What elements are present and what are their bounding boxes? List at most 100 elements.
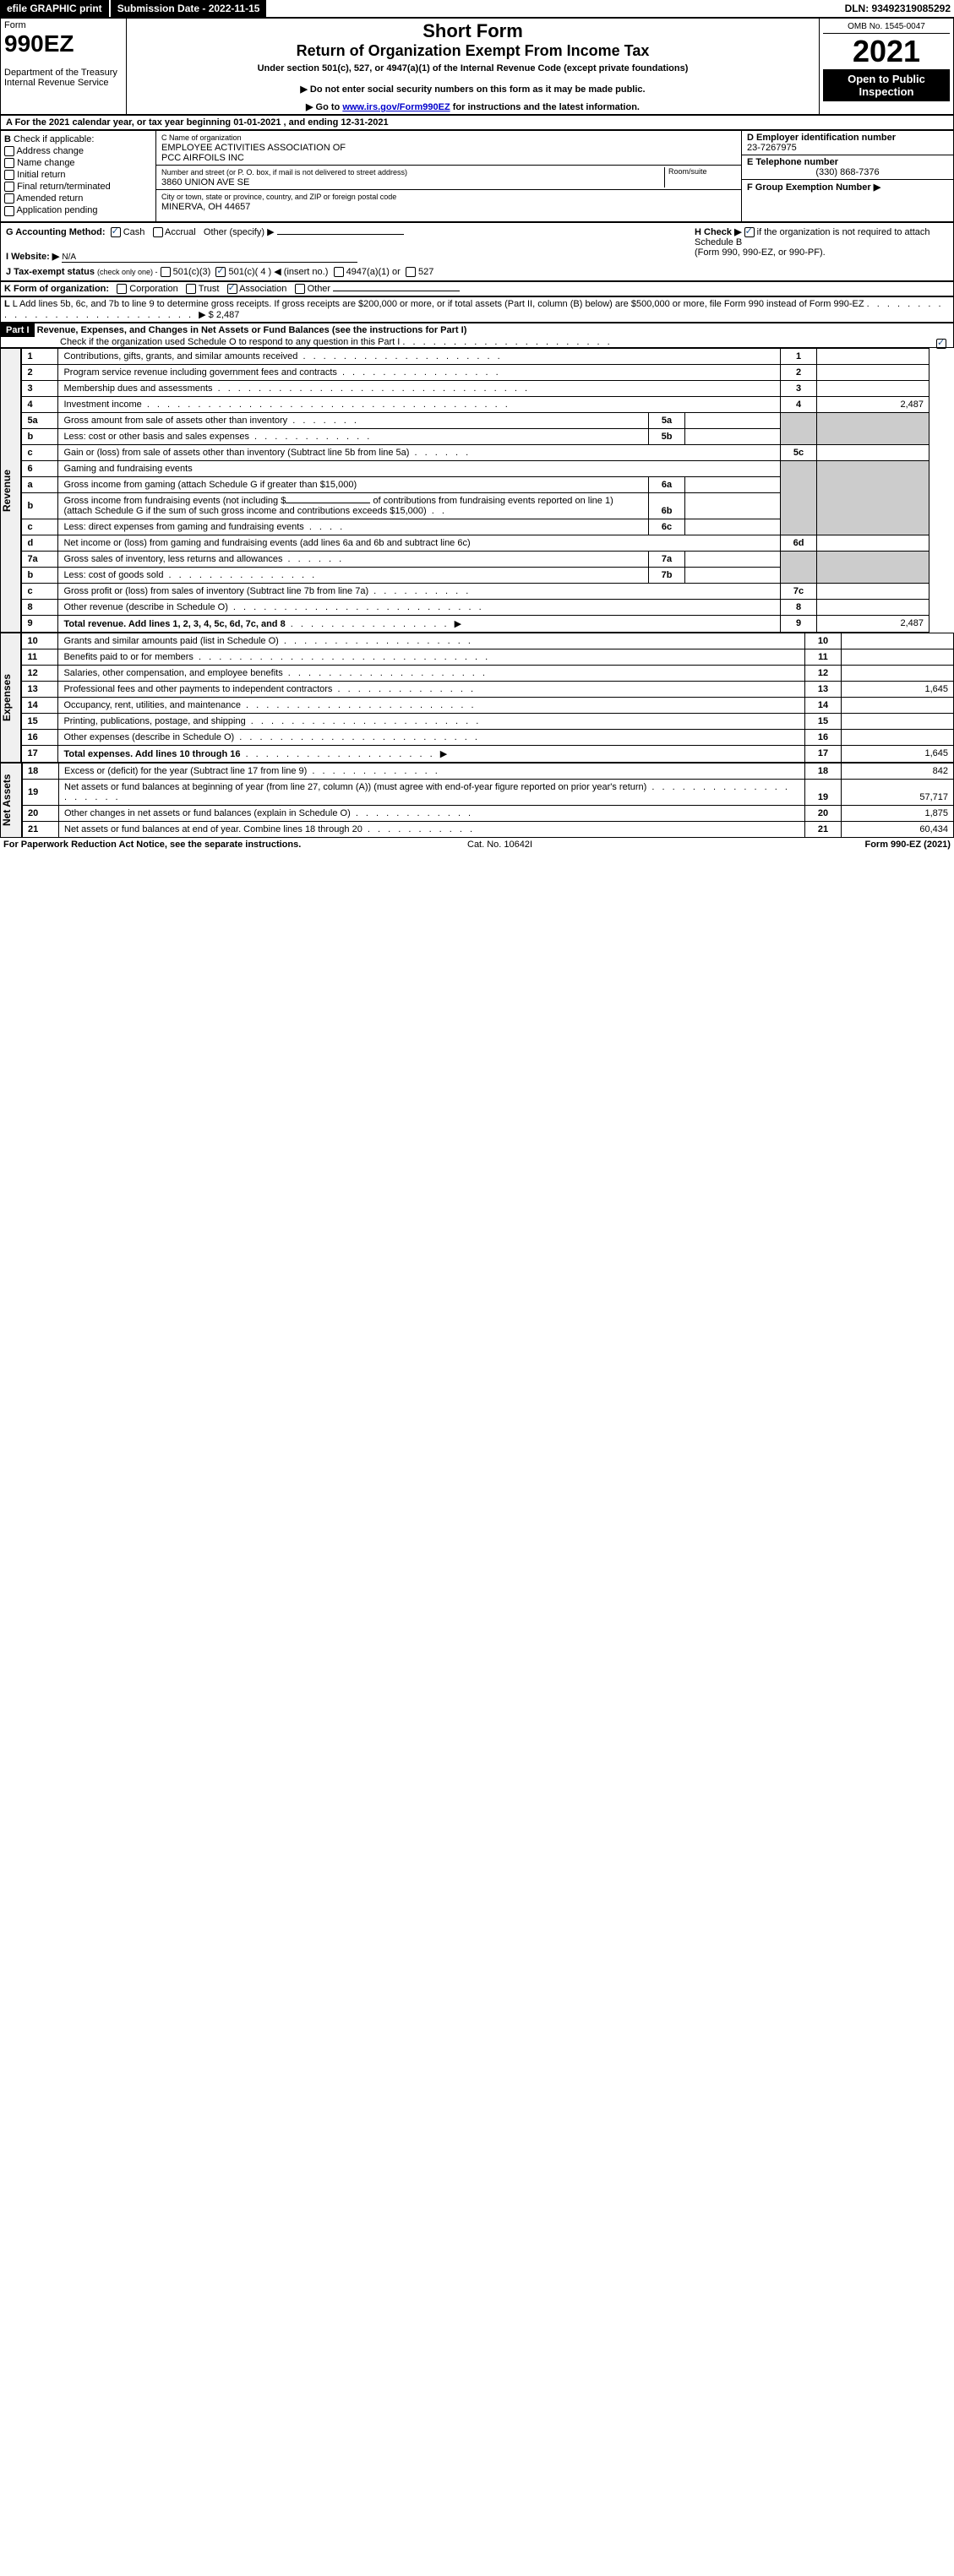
header-right: OMB No. 1545-0047 2021 Open to Public In… <box>820 19 954 115</box>
line-15: 15Printing, publications, postage, and s… <box>22 713 954 729</box>
accounting-section: G Accounting Method: Cash Accrual Other … <box>0 222 954 281</box>
l-value: 2,487 <box>216 310 240 320</box>
revenue-table: 1Contributions, gifts, grants, and simil… <box>21 348 929 633</box>
org-address: 3860 UNION AVE SE <box>161 177 249 187</box>
line-21: 21Net assets or fund balances at end of … <box>23 821 954 837</box>
section-l: L L Add lines 5b, 6c, and 7b to line 9 t… <box>0 296 954 323</box>
line-18: 18Excess or (deficit) for the year (Subt… <box>23 763 954 779</box>
part-i-title: Revenue, Expenses, and Changes in Net As… <box>37 325 467 335</box>
cash-label: Cash <box>123 227 145 237</box>
chk-label: Name change <box>17 158 75 168</box>
chk-initial-return[interactable]: Initial return <box>4 170 152 180</box>
group-exemption-cell: F Group Exemption Number ▶ <box>742 180 953 194</box>
line-19: 19Net assets or fund balances at beginni… <box>23 779 954 805</box>
chk-label: Amended return <box>16 193 83 204</box>
section-def: D Employer identification number 23-7267… <box>741 131 953 221</box>
line-3: 3Membership dues and assessments . . . .… <box>22 380 929 396</box>
section-a-text: A For the 2021 calendar year, or tax yea… <box>6 117 389 128</box>
chk-final-return[interactable]: Final return/terminated <box>4 182 152 192</box>
submission-date-button[interactable]: Submission Date - 2022-11-15 <box>111 0 267 17</box>
room-suite-label: Room/suite <box>664 167 736 187</box>
other-specify-input[interactable] <box>277 234 404 235</box>
chk-4947[interactable] <box>334 267 344 277</box>
chk-501c3[interactable] <box>161 267 171 277</box>
expenses-vlabel: Expenses <box>0 633 21 763</box>
line-20: 20Other changes in net assets or fund ba… <box>23 805 954 821</box>
k-label: K Form of organization: <box>4 284 109 294</box>
section-k: K Form of organization: Corporation Trus… <box>0 281 954 296</box>
chk-cash[interactable] <box>111 227 121 237</box>
org-city: MINERVA, OH 44657 <box>161 202 250 212</box>
header-left: Form 990EZ Department of the Treasury In… <box>1 19 127 115</box>
h-text2: (Form 990, 990-EZ, or 990-PF). <box>695 247 826 258</box>
chk-amended-return[interactable]: Amended return <box>4 193 152 204</box>
chk-association[interactable] <box>227 284 237 294</box>
form-number: 990EZ <box>4 30 74 57</box>
ein-cell: D Employer identification number 23-7267… <box>742 131 953 155</box>
revenue-vlabel: Revenue <box>0 348 21 633</box>
j-527-label: 527 <box>418 267 433 277</box>
line-6d: dNet income or (loss) from gaming and fu… <box>22 535 929 551</box>
footer-left: For Paperwork Reduction Act Notice, see … <box>3 840 301 850</box>
tax-exempt-line: J Tax-exempt status (check only one) - 5… <box>6 266 688 277</box>
addr-label: Number and street (or P. O. box, if mail… <box>161 168 407 177</box>
footer-catalog: Cat. No. 10642I <box>467 840 532 850</box>
line-6: 6Gaming and fundraising events <box>22 460 929 476</box>
chk-label: Final return/terminated <box>17 182 111 192</box>
line-1: 1Contributions, gifts, grants, and simil… <box>22 348 929 364</box>
goto-post: for instructions and the latest informat… <box>450 102 640 112</box>
efile-print-button[interactable]: efile GRAPHIC print <box>0 0 109 17</box>
j-501c-label: 501(c)( 4 ) ◀ (insert no.) <box>228 267 328 277</box>
org-city-cell: City or town, state or province, country… <box>156 190 741 214</box>
line-16: 16Other expenses (describe in Schedule O… <box>22 729 954 745</box>
goto-line: ▶ Go to www.irs.gov/Form990EZ for instru… <box>130 101 815 112</box>
line-5a: 5aGross amount from sale of assets other… <box>22 412 929 428</box>
section-h: H Check ▶ if the organization is not req… <box>688 226 948 277</box>
tel-label: E Telephone number <box>747 157 838 167</box>
no-ssn-text: ▶ Do not enter social security numbers o… <box>130 84 815 95</box>
chk-trust[interactable] <box>186 284 196 294</box>
chk-application-pending[interactable]: Application pending <box>4 205 152 215</box>
website-value: N/A <box>62 253 357 263</box>
k-assoc-label: Association <box>239 284 286 294</box>
top-bar: efile GRAPHIC print Submission Date - 20… <box>0 0 954 18</box>
part-i-header: Part I Revenue, Expenses, and Changes in… <box>0 323 954 348</box>
open-inspection-box: Open to Public Inspection <box>823 69 950 101</box>
line-9: 9Total revenue. Add lines 1, 2, 3, 4, 5c… <box>22 615 929 632</box>
line-7c: cGross profit or (loss) from sales of in… <box>22 583 929 599</box>
chk-accrual[interactable] <box>153 227 163 237</box>
form-header: Form 990EZ Department of the Treasury In… <box>0 18 954 115</box>
k-other-label: Other <box>308 284 331 294</box>
j-sub: (check only one) - <box>97 268 158 276</box>
website-label: I Website: ▶ <box>6 252 59 262</box>
irs-link[interactable]: www.irs.gov/Form990EZ <box>342 102 450 112</box>
omb-number: OMB No. 1545-0047 <box>823 20 950 34</box>
line-12: 12Salaries, other compensation, and empl… <box>22 665 954 681</box>
chk-501c[interactable] <box>215 267 226 277</box>
section-c-org: C Name of organization EMPLOYEE ACTIVITI… <box>156 131 741 221</box>
accounting-method: G Accounting Method: Cash Accrual Other … <box>6 226 688 237</box>
h-label: H Check ▶ <box>695 227 742 237</box>
chk-527[interactable] <box>406 267 416 277</box>
chk-schedule-b[interactable] <box>744 227 755 237</box>
chk-schedule-o[interactable] <box>936 339 946 349</box>
expenses-table: 10Grants and similar amounts paid (list … <box>21 633 954 763</box>
other-label: Other (specify) ▶ <box>204 227 275 237</box>
form-label: Form <box>4 20 26 30</box>
chk-address-change[interactable]: Address change <box>4 146 152 156</box>
chk-other-org[interactable] <box>295 284 305 294</box>
short-form-title: Short Form <box>130 20 815 42</box>
page-footer: For Paperwork Reduction Act Notice, see … <box>0 838 954 851</box>
dln-label: DLN: 93492319085292 <box>845 3 954 14</box>
netassets-vlabel: Net Assets <box>0 763 22 838</box>
line-13: 13Professional fees and other payments t… <box>22 681 954 697</box>
chk-name-change[interactable]: Name change <box>4 158 152 168</box>
mid-left: G Accounting Method: Cash Accrual Other … <box>6 226 688 277</box>
org-name-2: PCC AIRFOILS INC <box>161 153 244 163</box>
b-label: B <box>4 134 11 144</box>
g-label: G Accounting Method: <box>6 227 106 237</box>
chk-corporation[interactable] <box>117 284 127 294</box>
line-8: 8Other revenue (describe in Schedule O) … <box>22 599 929 615</box>
org-name-cell: C Name of organization EMPLOYEE ACTIVITI… <box>156 131 741 166</box>
org-info-grid: B Check if applicable: Address change Na… <box>0 130 954 222</box>
